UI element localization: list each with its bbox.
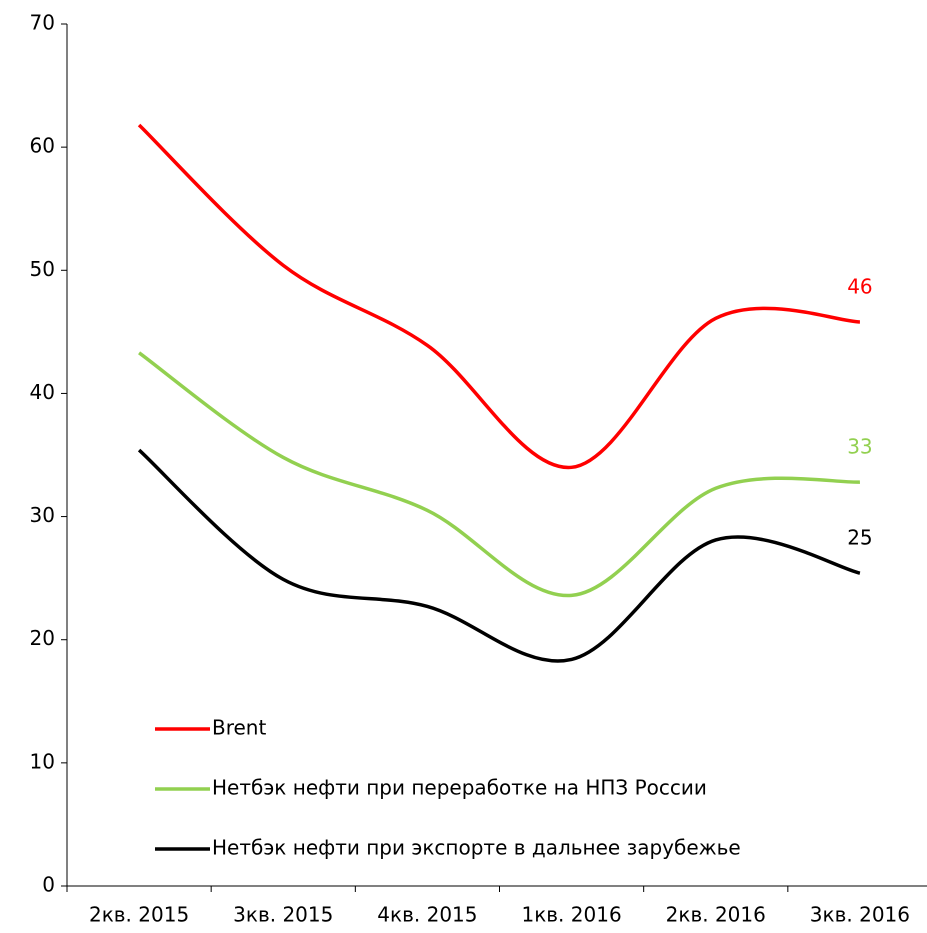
y-tick-label: 20 <box>30 626 55 650</box>
y-tick-label: 40 <box>30 380 55 404</box>
series-line <box>137 123 861 470</box>
y-tick-label: 70 <box>30 11 55 35</box>
data-label: 46 <box>847 275 872 299</box>
series-line <box>137 448 861 663</box>
legend-label: Нетбэк нефти при экспорте в дальнее зару… <box>212 836 741 860</box>
series-line <box>138 351 860 598</box>
x-tick-label: 2кв. 2016 <box>666 903 766 927</box>
y-tick-label: 60 <box>30 134 55 158</box>
data-label: 33 <box>847 435 872 459</box>
y-tick-label: 50 <box>30 257 55 281</box>
y-tick-label: 0 <box>42 873 55 897</box>
x-tick-label: 1кв. 2016 <box>521 903 621 927</box>
y-tick-label: 30 <box>30 503 55 527</box>
x-tick-label: 3кв. 2015 <box>233 903 333 927</box>
legend-label: Brent <box>212 716 266 740</box>
legend-label: Нетбэк нефти при переработке на НПЗ Росс… <box>212 776 707 800</box>
x-tick-label: 4кв. 2015 <box>377 903 477 927</box>
data-label: 25 <box>847 526 872 550</box>
x-tick-label: 3кв. 2016 <box>810 903 910 927</box>
x-tick-label: 2кв. 2015 <box>89 903 189 927</box>
y-tick-label: 10 <box>30 749 55 773</box>
